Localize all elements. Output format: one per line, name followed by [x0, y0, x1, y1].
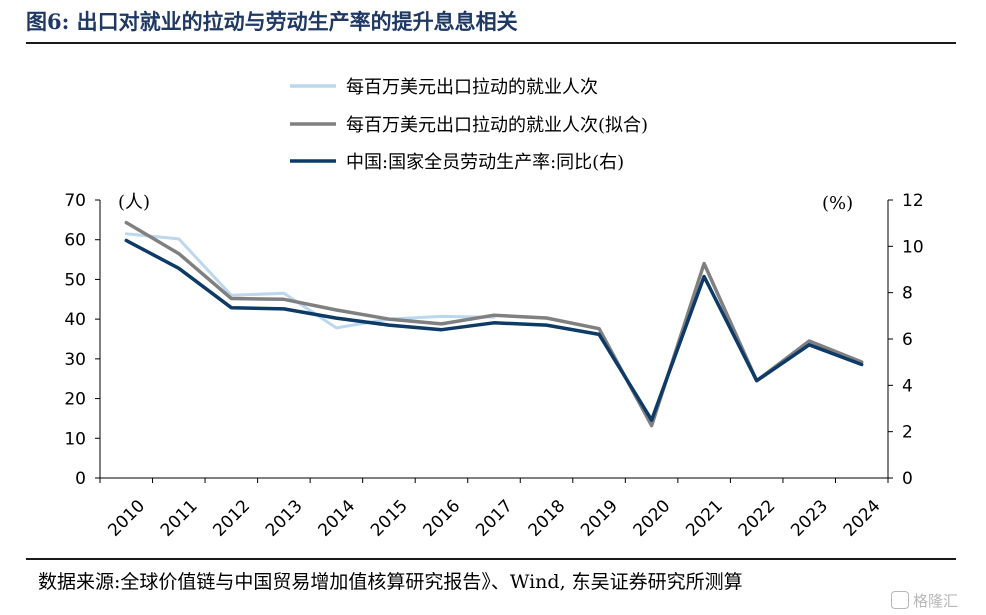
series-line-1	[124, 232, 496, 330]
x-tick-label: 2021	[682, 496, 727, 541]
watermark: 格隆汇	[890, 590, 958, 611]
x-tick-label: 2012	[209, 496, 254, 541]
y-left-tick-label: 10	[64, 429, 86, 449]
y-left-tick-label: 50	[64, 270, 86, 290]
top-rule	[26, 42, 956, 44]
x-tick-label: 2011	[157, 496, 202, 541]
x-tick-label: 2014	[314, 496, 359, 541]
x-tick-label: 2017	[472, 496, 517, 541]
x-tick-label: 2010	[104, 496, 149, 541]
series-line-3	[124, 238, 864, 422]
watermark-logo-icon	[890, 591, 909, 609]
y-right-tick-label: 2	[902, 423, 913, 443]
x-tick-label: 2023	[787, 496, 832, 541]
bottom-rule	[26, 558, 956, 560]
watermark-text: 格隆汇	[912, 592, 958, 610]
legend-label-1: 每百万美元出口拉动的就业人次	[346, 77, 598, 98]
x-tick-label: 2016	[420, 496, 465, 541]
y-right-unit-label: (%)	[822, 193, 853, 214]
y-right-tick-label: 12	[902, 191, 924, 211]
x-tick-label: 2015	[367, 496, 412, 541]
y-left-tick-label: 70	[64, 191, 86, 211]
y-left-tick-label: 30	[64, 350, 86, 370]
y-left-tick-label: 40	[64, 310, 86, 330]
y-left-tick-label: 0	[75, 469, 86, 489]
x-tick-label: 2020	[630, 496, 675, 541]
y-right-tick-label: 6	[902, 330, 913, 350]
y-right-tick-label: 4	[902, 376, 913, 396]
axes: 0 10 20 30 40 50 60 70 0 2 4 6 8 10 12 2010 2011 2012 2013…	[64, 191, 923, 541]
x-tick-label: 2024	[840, 496, 885, 541]
x-tick-label: 2013	[262, 496, 307, 541]
y-right-tick-label: 8	[902, 284, 913, 304]
source-note: 数据来源:全球价值链与中国贸易增加值核算研究报告》、Wind, 东吴证券研究所测…	[38, 571, 743, 593]
x-tick-label: 2022	[735, 496, 780, 541]
x-tick-label: 2018	[525, 496, 570, 541]
x-tick-label: 2019	[577, 496, 622, 541]
chart-title: 图6: 出口对就业的拉动与劳动生产率的提升息息相关	[26, 9, 518, 34]
series-line-2	[124, 220, 864, 428]
y-right-tick-label: 0	[902, 469, 913, 489]
y-left-tick-label: 20	[64, 390, 86, 410]
legend-label-3: 中国:国家全员劳动生产率:同比(右)	[346, 152, 624, 173]
legend-label-2: 每百万美元出口拉动的就业人次(拟合)	[346, 115, 648, 136]
y-left-unit-label: (人)	[118, 192, 150, 213]
y-right-tick-label: 10	[902, 237, 924, 257]
series-layer	[124, 220, 864, 428]
y-left-tick-label: 60	[64, 231, 86, 251]
